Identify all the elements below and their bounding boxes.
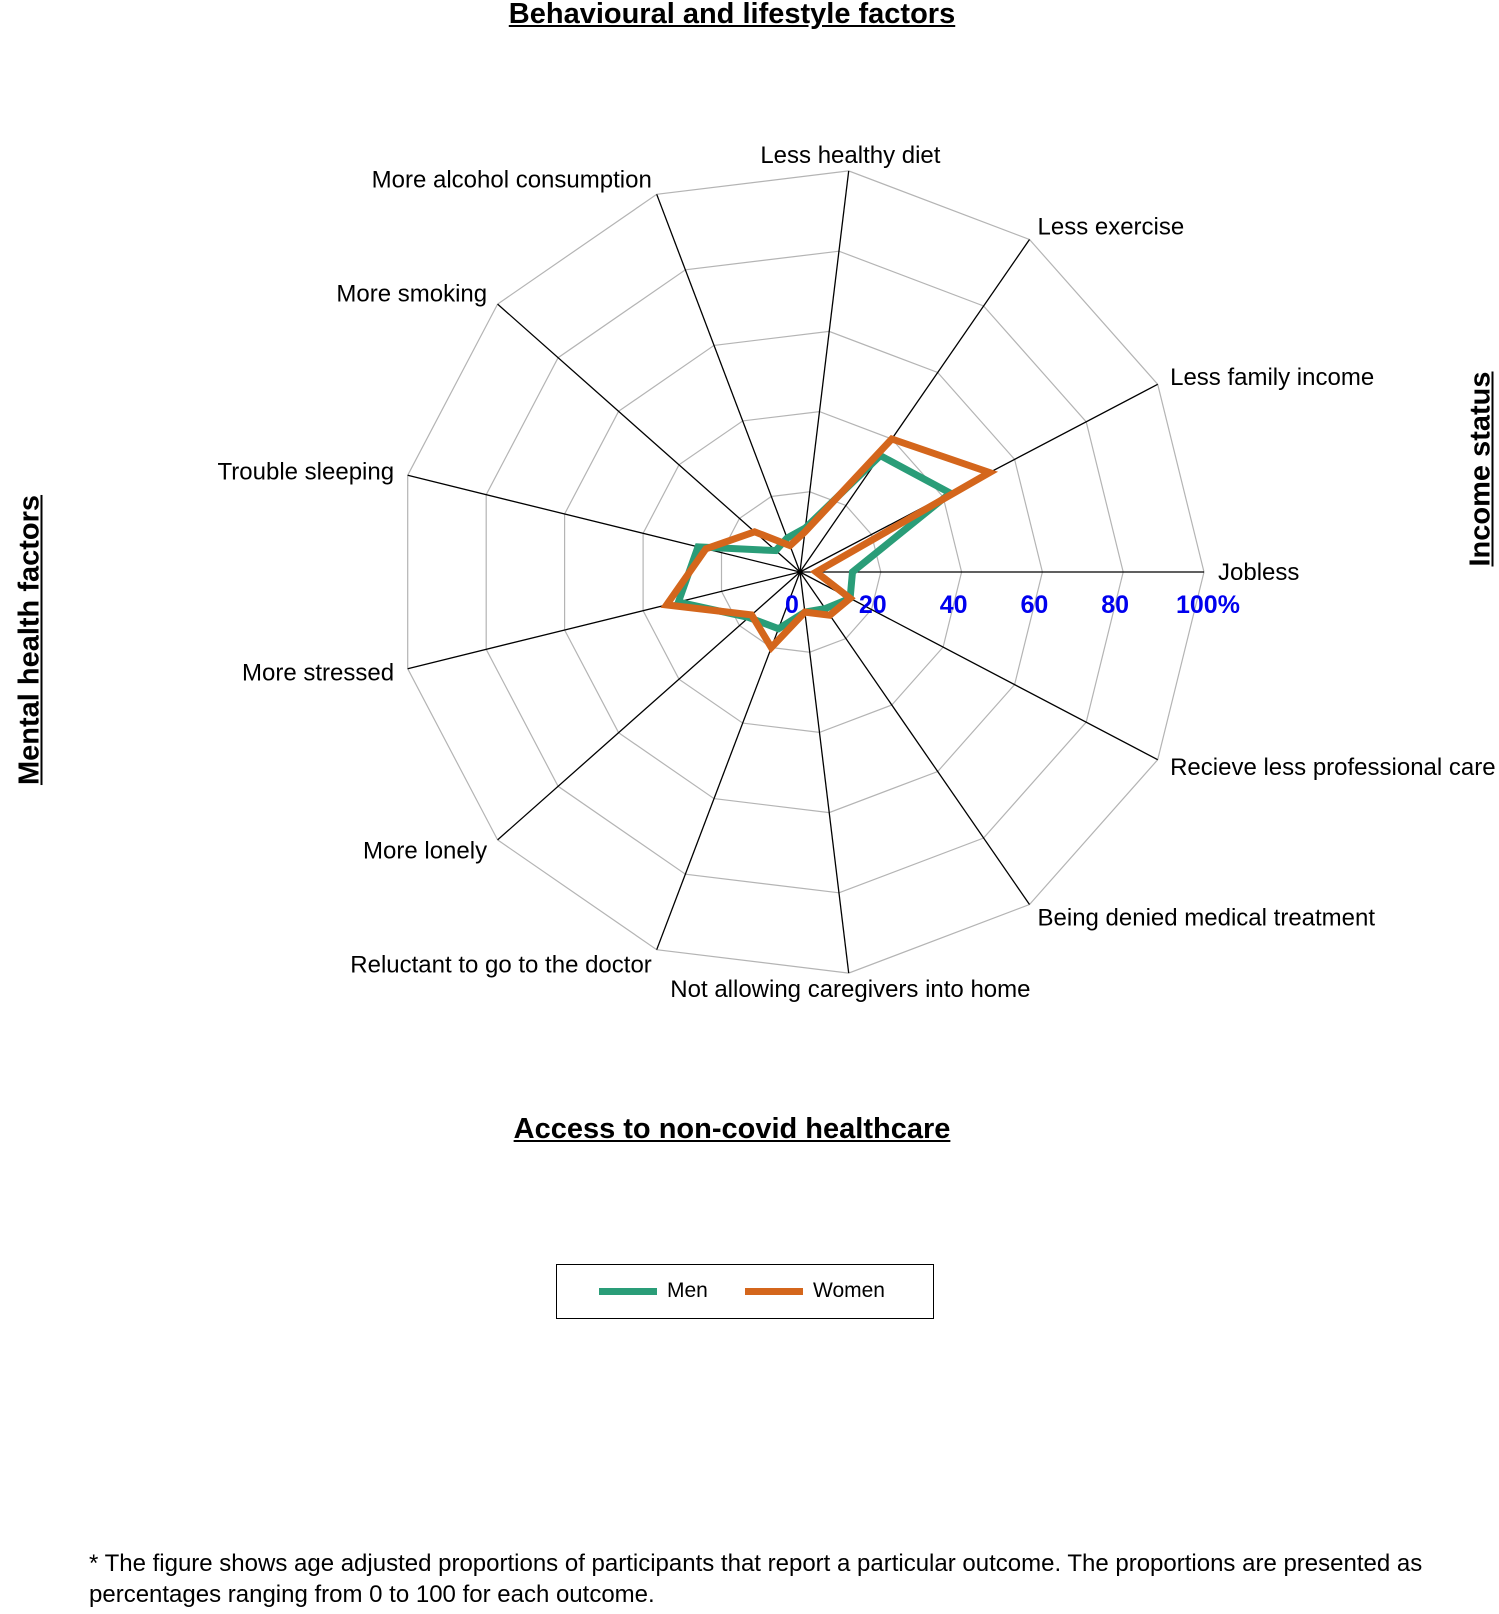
radar-spokes (407, 170, 1204, 974)
group-title-income: Income status (1464, 371, 1497, 567)
grid-ring (563, 330, 1044, 814)
legend-label-women: Women (813, 1279, 885, 1302)
grid-ring (720, 491, 882, 653)
legend-swatch-men (599, 1287, 657, 1295)
radar-grid (407, 170, 1205, 974)
category-label-trouble-sleeping: Trouble sleeping (218, 459, 395, 486)
grid-ring (485, 250, 1124, 894)
tick-label: 100% (1176, 591, 1240, 619)
category-label-being-denied-medical-treatment: Being denied medical treatment (1038, 905, 1376, 932)
legend: Men Women (556, 1264, 934, 1319)
footnote: * The figure shows age adjusted proporti… (89, 1550, 1423, 1608)
legend-item-men: Men (599, 1265, 708, 1317)
category-label-reluctant-to-go-to-the-doctor: Reluctant to go to the doctor (350, 952, 652, 979)
spoke-reluctant-to-go-to-the-doctor (656, 571, 801, 950)
category-label-less-healthy-diet: Less healthy diet (760, 142, 940, 169)
category-label-jobless: Jobless (1218, 559, 1299, 586)
group-title-mental-health: Mental health factors (13, 494, 46, 786)
tick-label: 40 (940, 591, 968, 619)
grid-ring (642, 410, 963, 734)
grid-ring (407, 170, 1205, 974)
legend-swatch-women (745, 1287, 803, 1295)
spoke-less-exercise (799, 239, 1031, 573)
group-title-healthcare-access: Access to non-covid healthcare (513, 1113, 951, 1145)
radial-tick-labels: 0 20 40 60 80 100% (785, 591, 1240, 619)
category-label-less-exercise: Less exercise (1038, 213, 1185, 240)
spoke-not-allowing-caregivers-into-home (799, 571, 850, 974)
category-label-recieve-less-professional-care: Recieve less professional care (1170, 754, 1496, 781)
tick-label: 0 (785, 591, 799, 619)
spoke-less-healthy-diet (799, 170, 850, 573)
radar-series (660, 434, 999, 654)
category-labels: Jobless Less family income Less exercise Le… (218, 142, 1496, 1003)
legend-label-men: Men (667, 1279, 708, 1302)
legend-item-women: Women (745, 1265, 885, 1317)
spoke-being-denied-medical-treatment (799, 571, 1031, 905)
tick-label: 60 (1020, 591, 1048, 619)
category-label-not-allowing-caregivers-into-home: Not allowing caregivers into home (670, 976, 1030, 1003)
spoke-more-stressed (407, 571, 801, 670)
series-women (660, 434, 999, 654)
spoke-trouble-sleeping (407, 474, 801, 573)
tick-label: 20 (859, 591, 887, 619)
spoke-more-smoking (497, 303, 801, 573)
spoke-more-alcohol-consumption (656, 194, 801, 573)
category-label-more-smoking: More smoking (336, 281, 487, 308)
category-label-more-stressed: More stressed (242, 660, 394, 687)
spoke-recieve-less-professional-care (799, 571, 1159, 761)
category-label-less-family-income: Less family income (1170, 364, 1374, 391)
category-label-more-lonely: More lonely (363, 838, 487, 865)
category-label-more-alcohol-consumption: More alcohol consumption (372, 166, 652, 193)
group-title-behavioural: Behavioural and lifestyle factors (508, 0, 956, 30)
tick-label: 80 (1101, 591, 1129, 619)
spoke-more-lonely (497, 571, 801, 841)
